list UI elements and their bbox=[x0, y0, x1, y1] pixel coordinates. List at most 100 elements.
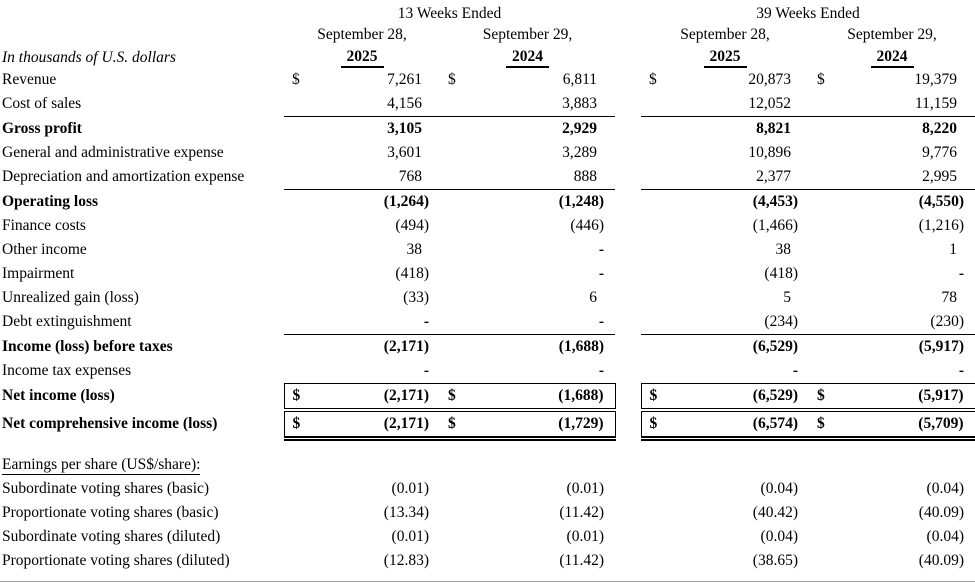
value-cell: 3,105 bbox=[284, 117, 440, 142]
value: (418) bbox=[764, 265, 798, 282]
column-year-13w-2025: 2025 bbox=[340, 48, 384, 68]
value-cell: $7,261 bbox=[284, 68, 440, 92]
value-cell: - bbox=[284, 359, 440, 384]
value-cell: $ (5,709) bbox=[809, 410, 975, 441]
value: - bbox=[792, 362, 798, 379]
value: 888 bbox=[573, 168, 597, 185]
value-cell: $ (6,529) bbox=[640, 383, 809, 412]
row-label: Proportionate voting shares (basic) bbox=[2, 504, 219, 521]
value-cell: 11,159 bbox=[809, 92, 975, 117]
value-cell: 888 bbox=[440, 165, 615, 190]
value: 38 bbox=[775, 241, 792, 258]
value: (2,171) bbox=[383, 338, 429, 355]
column-gap bbox=[615, 549, 641, 573]
value-cell: (494) bbox=[284, 214, 440, 238]
value: 19,379 bbox=[914, 71, 957, 88]
value-cell: $19,379 bbox=[809, 68, 975, 92]
value-cell: $20,873 bbox=[641, 68, 809, 92]
table-row: Subordinate voting shares (diluted) (0.01… bbox=[0, 525, 975, 549]
value: - bbox=[598, 313, 604, 330]
column-year-13w-2024: 2024 bbox=[506, 48, 549, 68]
eps-heading-row: Earnings per share (US$/share): bbox=[0, 453, 975, 477]
table-row: Finance costs (494) (446) (1,466) (1,216) bbox=[0, 214, 975, 238]
period-group-row: 13 Weeks Ended 39 Weeks Ended bbox=[0, 4, 975, 24]
value-cell: $6,811 bbox=[440, 68, 615, 92]
value-cell: (11.42) bbox=[440, 549, 615, 573]
value: - bbox=[423, 313, 429, 330]
value-cell: (38.65) bbox=[641, 549, 809, 573]
value: 20,873 bbox=[748, 71, 791, 88]
value: (0.04) bbox=[926, 480, 964, 497]
column-gap bbox=[615, 262, 641, 286]
column-gap bbox=[615, 24, 641, 46]
row-label: Net income (loss) bbox=[2, 387, 115, 404]
value-cell: 4,156 bbox=[284, 92, 440, 117]
value-cell: $ (1,688) bbox=[440, 383, 616, 412]
value: - bbox=[598, 265, 604, 282]
value-cell: $ (6,574) bbox=[640, 410, 809, 441]
column-gap bbox=[615, 92, 641, 117]
value-cell: - bbox=[284, 310, 440, 335]
value-cell: (40.09) bbox=[809, 549, 975, 573]
value: (0.01) bbox=[391, 528, 429, 545]
value-cell: $ (2,171) bbox=[283, 383, 440, 412]
value: (1,466) bbox=[752, 217, 798, 234]
value-cell: (234) bbox=[641, 310, 809, 335]
value: (494) bbox=[395, 217, 429, 234]
value-cell: (6,529) bbox=[641, 335, 809, 360]
section-spacer bbox=[0, 439, 975, 454]
value-cell: (446) bbox=[440, 214, 615, 238]
value: 7,261 bbox=[387, 71, 422, 88]
value: 10,896 bbox=[748, 144, 791, 161]
value-cell: - bbox=[440, 359, 615, 384]
value: 3,105 bbox=[387, 120, 422, 137]
value: (2,171) bbox=[383, 387, 429, 404]
table-row: Revenue $7,261 $6,811 $20,873 $19,379 bbox=[0, 68, 975, 92]
column-date-39w-2024: September 29, bbox=[847, 26, 937, 43]
value-cell: 6 bbox=[440, 286, 615, 310]
value: (13.34) bbox=[383, 504, 429, 521]
row-label: Cost of sales bbox=[2, 95, 82, 112]
column-year-39w-2025: 2025 bbox=[703, 48, 747, 68]
value: (4,550) bbox=[918, 193, 964, 210]
value-cell: (0.04) bbox=[809, 477, 975, 501]
value-cell: (11.42) bbox=[440, 501, 615, 525]
value-cell: 38 bbox=[641, 238, 809, 262]
value: 3,601 bbox=[387, 144, 422, 161]
dollar-sign: $ bbox=[817, 71, 825, 88]
bottom-rule bbox=[0, 573, 975, 582]
value: (11.42) bbox=[559, 552, 604, 569]
value: (5,917) bbox=[918, 338, 964, 355]
value: 6,811 bbox=[562, 71, 597, 88]
row-label: Depreciation and amortization expense bbox=[2, 168, 245, 185]
column-gap bbox=[615, 141, 641, 165]
value: (0.01) bbox=[566, 528, 604, 545]
value: 6 bbox=[589, 289, 597, 306]
value: (33) bbox=[403, 289, 429, 306]
column-gap bbox=[615, 410, 641, 439]
date-row: September 28, September 29, September 28… bbox=[0, 24, 975, 46]
value-cell: (0.01) bbox=[440, 525, 615, 549]
value-cell: 78 bbox=[809, 286, 975, 310]
table-row: Cost of sales 4,156 3,883 12,052 11,159 bbox=[0, 92, 975, 117]
value-cell: 8,821 bbox=[641, 117, 809, 142]
dollar-sign: $ bbox=[448, 71, 456, 88]
column-gap bbox=[615, 238, 641, 262]
value-cell: - bbox=[641, 359, 809, 384]
table-row: Operating loss (1,264) (1,248) (4,453) (4,55… bbox=[0, 190, 975, 215]
column-gap bbox=[615, 214, 641, 238]
value: 5 bbox=[783, 289, 791, 306]
table-row: Debt extinguishment - - (234) (230) bbox=[0, 310, 975, 335]
table-row: Net income (loss) $ (2,171) $ (1,688) $ (6,529… bbox=[0, 383, 975, 412]
value-cell: 5 bbox=[641, 286, 809, 310]
column-year-39w-2024: 2024 bbox=[870, 48, 914, 68]
value-cell: $ (5,917) bbox=[809, 383, 975, 412]
table-row: Impairment (418) - (418) - bbox=[0, 262, 975, 286]
value: (1,248) bbox=[558, 193, 604, 210]
value-cell: (33) bbox=[284, 286, 440, 310]
dollar-sign: $ bbox=[292, 387, 301, 404]
column-gap bbox=[615, 384, 641, 411]
value-cell: (0.04) bbox=[641, 477, 809, 501]
value: (234) bbox=[764, 313, 798, 330]
